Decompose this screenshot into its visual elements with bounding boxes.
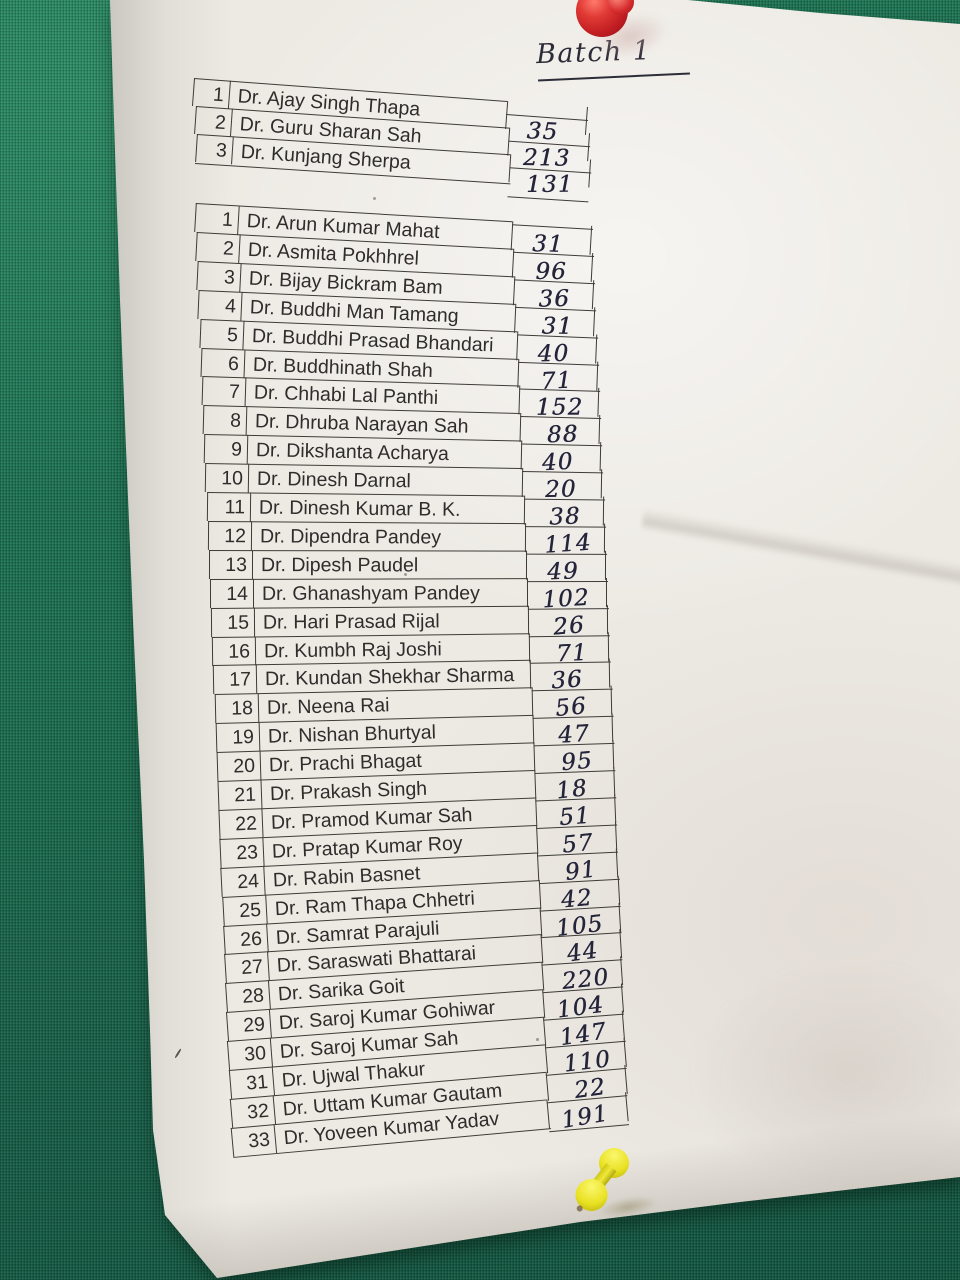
row-index-cell: 9 bbox=[203, 434, 249, 464]
score-cell-line bbox=[526, 580, 608, 582]
score-cell-line bbox=[512, 251, 594, 257]
row-index-cell: 30 bbox=[227, 1037, 274, 1070]
table-row: 13 Dr. Dipesh Paudel 49 bbox=[208, 549, 607, 585]
score-cell-line bbox=[518, 388, 600, 393]
doctor-name-cell: Dr. Dipendra Pandey bbox=[251, 521, 525, 552]
row-index-cell: 7 bbox=[201, 376, 247, 407]
paper-fold-shadow bbox=[690, 960, 960, 1190]
row-index-cell: 32 bbox=[229, 1095, 276, 1128]
table-row: 15 Dr. Hari Prasad Rijal 26 bbox=[210, 604, 609, 640]
row-index-cell: 22 bbox=[218, 808, 264, 839]
score-cell: 36 bbox=[529, 658, 611, 695]
row-index-cell: 28 bbox=[225, 980, 271, 1013]
row-index-cell: 19 bbox=[215, 722, 261, 753]
score-cell: 26 bbox=[527, 604, 609, 640]
table-row: 12 Dr. Dipendra Pandey 114 bbox=[207, 520, 606, 559]
red-pin-cap bbox=[608, 0, 634, 15]
row-index-cell: 31 bbox=[228, 1066, 275, 1099]
row-index-cell: 3 bbox=[196, 260, 242, 292]
paper-crease bbox=[636, 486, 960, 614]
score-cell: 131 bbox=[508, 154, 592, 198]
row-index-cell: 29 bbox=[226, 1009, 273, 1042]
row-index-cell: 1 bbox=[194, 203, 240, 235]
score-cell: 56 bbox=[530, 685, 612, 722]
score-cell-line bbox=[527, 607, 609, 610]
doctor-name-cell: Dr. Hari Prasad Rijal bbox=[254, 605, 529, 637]
score-cell-line bbox=[529, 661, 611, 665]
score-cell: 40 bbox=[515, 330, 598, 367]
row-index-cell: 3 bbox=[195, 134, 234, 165]
row-index-cell: 2 bbox=[195, 231, 241, 264]
paper-speck bbox=[404, 573, 407, 576]
score-cell: 38 bbox=[523, 495, 605, 531]
row-index-cell: 23 bbox=[219, 836, 265, 868]
row-index-cell: 8 bbox=[202, 405, 248, 436]
score-cell-line bbox=[524, 525, 606, 528]
score-cell: 47 bbox=[531, 713, 613, 749]
score-cell-line bbox=[528, 634, 610, 637]
doctor-name-cell: Dr. Ghanashyam Pandey bbox=[253, 577, 527, 608]
row-index-cell: 10 bbox=[205, 463, 250, 493]
score-cell: 71 bbox=[528, 631, 610, 667]
doctor-name-cell: Dr. Dipesh Paudel bbox=[252, 549, 526, 580]
score-cell-line bbox=[531, 715, 613, 720]
row-index-cell: 26 bbox=[222, 922, 269, 955]
paper-mark bbox=[174, 1048, 183, 1059]
score-cell-line bbox=[519, 416, 601, 420]
row-index-cell: 21 bbox=[217, 779, 263, 810]
paper-speck bbox=[373, 197, 376, 200]
score-cell-line bbox=[521, 471, 603, 474]
row-index-cell: 6 bbox=[200, 347, 246, 378]
score-cell-line bbox=[520, 443, 602, 447]
row-index-cell: 11 bbox=[206, 492, 251, 522]
score-cell: 191 bbox=[545, 1092, 629, 1134]
score-cell: 88 bbox=[519, 413, 601, 449]
score-cell: 114 bbox=[524, 522, 606, 559]
row-index-cell: 20 bbox=[216, 750, 262, 781]
paper-speck bbox=[536, 1038, 539, 1041]
handwritten-count: 131 bbox=[526, 172, 574, 199]
score-cell-line bbox=[511, 224, 593, 230]
score-cell: 20 bbox=[521, 468, 603, 503]
row-index-cell: 2 bbox=[193, 106, 233, 137]
row-index-cell: 1 bbox=[191, 78, 231, 109]
score-cell-line bbox=[523, 498, 605, 501]
score-cell-line bbox=[515, 306, 597, 312]
score-cell-line bbox=[517, 361, 599, 366]
row-index-cell: 25 bbox=[221, 894, 268, 926]
score-cell: 102 bbox=[526, 577, 608, 613]
row-index-cell: 5 bbox=[199, 318, 245, 350]
row-index-cell: 17 bbox=[213, 664, 258, 695]
row-index-cell: 24 bbox=[220, 865, 267, 897]
heading-underline bbox=[538, 72, 690, 82]
score-cell-line bbox=[513, 279, 595, 285]
row-index-cell: 14 bbox=[209, 578, 254, 608]
row-index-cell: 18 bbox=[214, 693, 259, 724]
row-index-cell: 12 bbox=[207, 520, 252, 551]
table-row: 11 Dr. Dinesh Kumar B. K. 38 bbox=[206, 492, 605, 531]
row-index-cell: 33 bbox=[230, 1123, 277, 1157]
row-index-cell: 13 bbox=[208, 549, 253, 579]
score-cell: 40 bbox=[520, 440, 602, 477]
score-cell: 49 bbox=[525, 550, 607, 585]
score-cell-line bbox=[525, 553, 607, 555]
row-index-cell: 15 bbox=[210, 607, 256, 637]
row-index-cell: 4 bbox=[197, 289, 244, 321]
table-row: 14 Dr. Ghanashyam Pandey 102 bbox=[209, 577, 608, 613]
doctor-name-cell: Dr. Dinesh Kumar B. K. bbox=[250, 492, 524, 525]
score-cell-line bbox=[516, 333, 598, 339]
row-index-cell: 16 bbox=[212, 635, 257, 666]
row-index-cell: 27 bbox=[223, 951, 270, 984]
